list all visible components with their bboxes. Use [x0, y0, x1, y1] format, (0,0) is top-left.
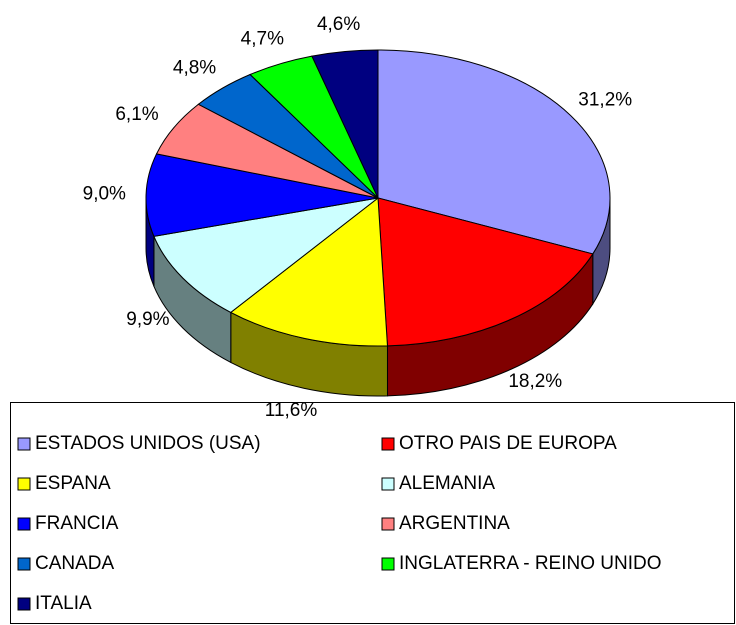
slice	[229, 197, 388, 347]
legend-swatch	[17, 477, 31, 491]
legend-swatch	[17, 557, 31, 571]
legend-swatch	[381, 557, 395, 571]
legend-box	[10, 402, 735, 624]
legend-label: ALEMANIA	[399, 473, 495, 494]
data-label: 4,8%	[173, 57, 216, 78]
data-label: 4,6%	[317, 14, 360, 35]
legend-label: ESPANA	[35, 473, 111, 494]
legend-label: ITALIA	[35, 593, 92, 614]
data-label: 6,1%	[115, 104, 158, 125]
legend-label: ESTADOS UNIDOS (USA)	[35, 433, 261, 454]
legend-swatch	[381, 437, 395, 451]
data-label: 4,7%	[241, 29, 284, 50]
data-label: 9,0%	[83, 183, 126, 204]
legend-label: INGLATERRA - REINO UNIDO	[399, 553, 662, 574]
data-label: 18,2%	[508, 371, 562, 392]
slice	[311, 49, 379, 199]
legend-swatch	[17, 437, 31, 451]
data-label: 11,6%	[265, 400, 318, 421]
legend-swatch	[381, 477, 395, 491]
legend-swatch	[381, 517, 395, 531]
slice	[153, 197, 379, 313]
legend-label: FRANCIA	[35, 513, 119, 534]
legend-label: ARGENTINA	[399, 513, 510, 534]
slice	[377, 49, 611, 255]
slice	[377, 197, 594, 347]
legend-label: CANADA	[35, 553, 115, 574]
legend-swatch	[17, 597, 31, 611]
data-label: 9,9%	[126, 309, 169, 330]
data-label: 31,2%	[578, 90, 632, 111]
slice	[145, 153, 379, 237]
legend-label: OTRO PAIS DE EUROPA	[399, 433, 617, 454]
legend-swatch	[17, 517, 31, 531]
